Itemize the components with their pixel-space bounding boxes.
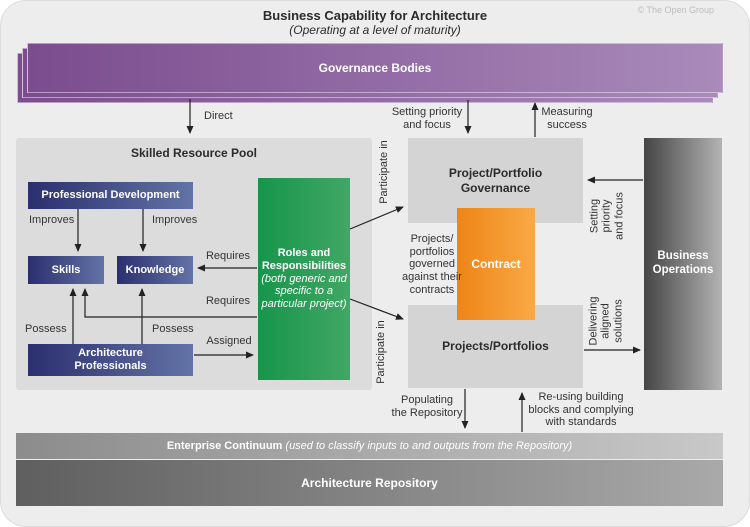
diagram-title: Business Capability for Architecture bbox=[262, 8, 488, 23]
business-operations-box: Business Operations bbox=[644, 138, 722, 390]
governance-bodies-bar: Governance Bodies bbox=[27, 43, 723, 93]
enterprise-continuum-bar: Enterprise Continuum (used to classify i… bbox=[16, 433, 723, 459]
edge-label-setting-priority-right: Setting priority and focus bbox=[588, 192, 626, 240]
edge-label-improves-left: Improves bbox=[29, 214, 75, 226]
edge-label-participate-in-bottom: Participate in bbox=[374, 320, 387, 384]
diagram-subtitle: (Operating at a level of maturity) bbox=[289, 23, 461, 37]
enterprise-continuum-note: (used to classify inputs to and outputs … bbox=[285, 440, 573, 452]
edge-label-populating-repository: Populating the Repository bbox=[391, 394, 463, 419]
enterprise-continuum-label: Enterprise Continuum bbox=[166, 440, 283, 452]
edge-label-delivering-solutions: Delivering aligned solutions bbox=[587, 296, 625, 346]
roles-responsibilities-box: Roles and Responsibilities (both generic… bbox=[258, 178, 350, 380]
architecture-repository-bar: Architecture Repository bbox=[16, 460, 723, 506]
edge-label-requires-bottom: Requires bbox=[205, 295, 251, 307]
copyright-notice: © The Open Group bbox=[637, 5, 714, 15]
edge-label-direct: Direct bbox=[204, 110, 233, 122]
skilled-resource-pool-title: Skilled Resource Pool bbox=[130, 146, 258, 160]
roles-responsibilities-label: Roles and Responsibilities bbox=[261, 246, 347, 272]
roles-responsibilities-note: (both generic and specific to a particul… bbox=[261, 272, 347, 311]
edge-label-setting-priority-top: Setting priority and focus bbox=[391, 106, 463, 131]
edge-label-requires-top: Requires bbox=[205, 250, 251, 262]
edge-label-assigned: Assigned bbox=[206, 335, 252, 347]
architecture-professionals-box: Architecture Professionals bbox=[28, 344, 193, 376]
edge-label-improves-right: Improves bbox=[152, 214, 198, 226]
edge-label-measuring-success: Measuring success bbox=[541, 106, 593, 131]
edge-label-possess-right: Possess bbox=[152, 323, 194, 335]
edge-label-participate-in-top: Participate in bbox=[377, 140, 390, 204]
contract-box: Contract bbox=[457, 208, 535, 320]
edge-label-reusing-blocks: Re-using building blocks and complying w… bbox=[528, 391, 634, 429]
skills-box: Skills bbox=[28, 256, 104, 284]
edge-label-possess-left: Possess bbox=[25, 323, 67, 335]
professional-development-box: Professional Development bbox=[28, 182, 193, 209]
knowledge-box: Knowledge bbox=[117, 256, 193, 284]
edge-label-governed-against: Projects/ portfolios governed against th… bbox=[402, 233, 462, 296]
